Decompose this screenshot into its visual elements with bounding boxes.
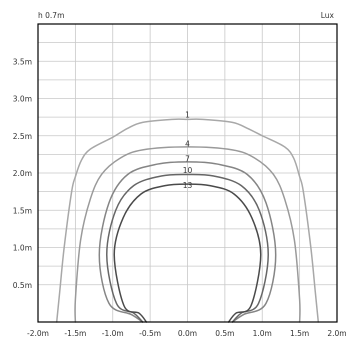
x-tick-label: 0.5m — [215, 329, 234, 338]
x-tick-label: 0.0m — [178, 329, 197, 338]
isolux-label-10: 10 — [183, 166, 193, 175]
y-tick-label: 2.5m — [13, 132, 32, 141]
isolux-line-4 — [74, 146, 301, 323]
height-label: h 0.7m — [38, 11, 64, 20]
x-tick-label: 1.0m — [253, 329, 272, 338]
isolux-line-10 — [106, 173, 269, 323]
y-tick-label: 2.0m — [13, 169, 32, 178]
x-tick-label: -2.0m — [27, 329, 49, 338]
x-tick-label: -1.0m — [102, 329, 124, 338]
y-tick-label: 1.0m — [13, 244, 32, 253]
x-tick-label: 1.5m — [290, 329, 309, 338]
contour-labels: 1 4 7 10 13 — [183, 110, 193, 190]
isolux-line-7 — [98, 161, 277, 323]
isolux-label-13: 13 — [183, 181, 193, 190]
isolux-label-1: 1 — [185, 110, 190, 119]
plot-frame — [37, 23, 338, 323]
isolux-label-7: 7 — [185, 154, 190, 163]
unit-label: Lux — [321, 11, 335, 20]
isolux-line-1 — [55, 118, 320, 323]
y-tick-label: 0.5m — [13, 281, 32, 290]
y-tick-label: 3.5m — [13, 57, 32, 66]
isolux-line-13 — [113, 183, 262, 323]
x-tick-label: -1.5m — [64, 329, 86, 338]
isolux-label-4: 4 — [185, 139, 190, 148]
x-tick-label: -0.5m — [139, 329, 161, 338]
axis-ticks: -2.0m -1.5m -1.0m -0.5m 0.0m 0.5m 1.0m 1.5m 2.0m… — [13, 57, 347, 338]
y-tick-label: 1.5m — [13, 206, 32, 215]
grid — [38, 24, 337, 322]
contour-lines — [55, 118, 320, 323]
y-tick-label: 3.0m — [13, 95, 32, 104]
x-tick-label: 2.0m — [327, 329, 346, 338]
